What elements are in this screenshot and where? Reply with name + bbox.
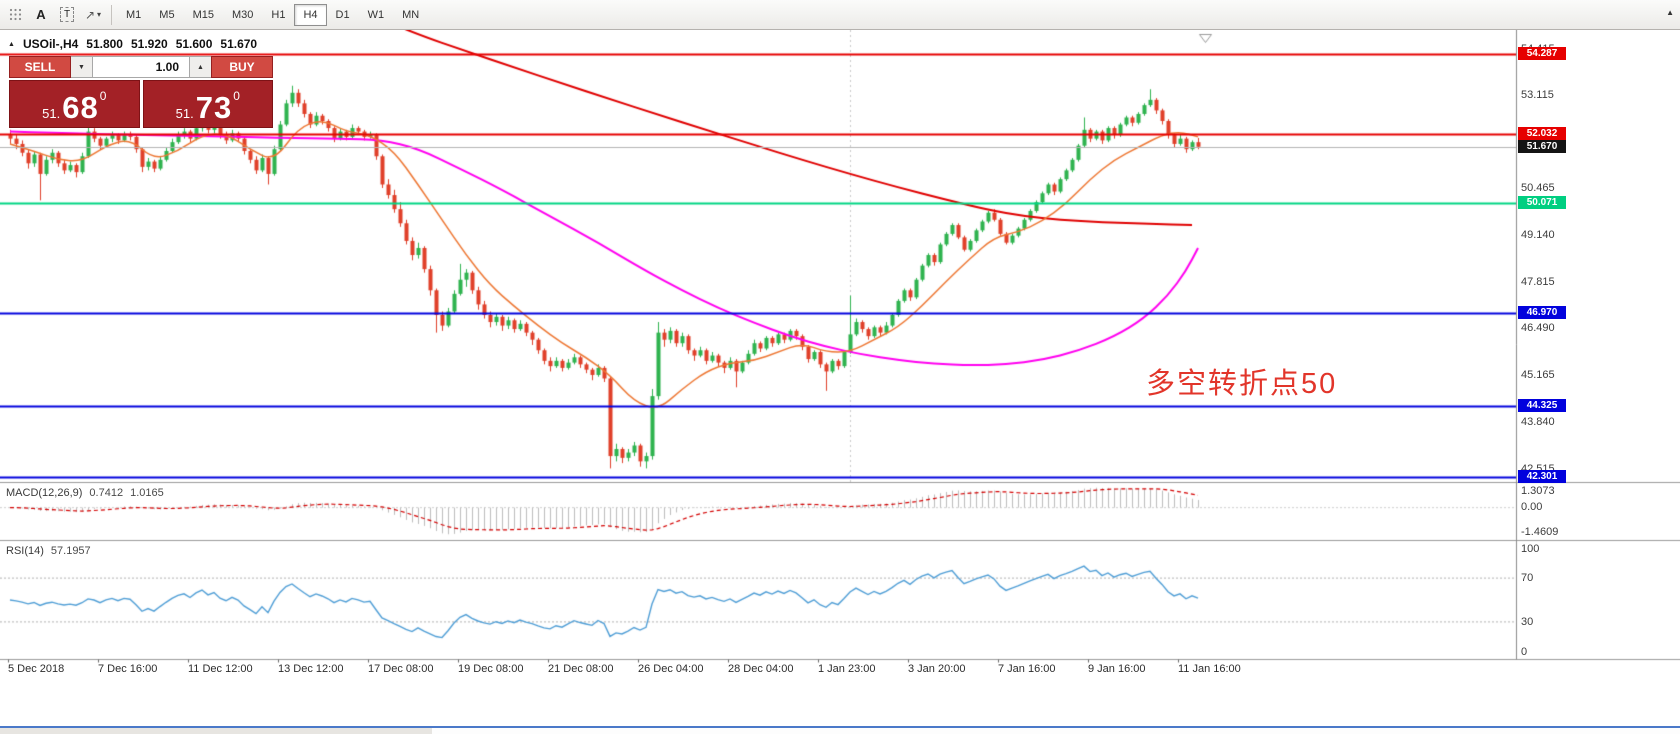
macd-indicator-label: MACD(12,26,9) 0.7412 1.0165	[6, 487, 164, 499]
buy-button[interactable]: BUY	[211, 56, 273, 78]
chevron-down-icon: ▾	[97, 10, 102, 19]
tf-button-MN[interactable]: MN	[402, 8, 420, 21]
tf-button-M5[interactable]: M5	[159, 8, 175, 21]
sell-price-prefix: 51.	[42, 106, 61, 121]
toolbar-overflow-icon[interactable]: ▲	[1666, 8, 1674, 17]
macd-signal-value: 1.0165	[130, 487, 164, 499]
buy-price-sup-digit: 0	[233, 89, 240, 103]
panel-splitter-macd-rsi[interactable]	[0, 538, 1680, 543]
trade-panel-top-row: SELL ▼ ▲ BUY	[9, 56, 273, 78]
timeframe-button-group: M1 M5 M15 M30 H1 H4 D1 W1 MN	[117, 3, 428, 26]
tf-button-D1[interactable]: D1	[335, 8, 350, 21]
tf-button-H4[interactable]: H4	[294, 3, 327, 26]
toolbar-separator	[111, 4, 112, 25]
macd-name: MACD(12,26,9)	[6, 487, 83, 499]
bottom-tab-strip-left	[0, 728, 432, 734]
sell-button[interactable]: SELL	[9, 56, 71, 78]
panel-splitter-rsi-timeaxis[interactable]	[0, 657, 1680, 662]
text-label-tool-button[interactable]: A	[28, 3, 54, 27]
collapse-triangle-icon[interactable]: ▲	[8, 40, 15, 48]
time-axis[interactable]	[0, 660, 1516, 680]
sell-price-button[interactable]: 51. 68 0	[9, 80, 140, 128]
one-click-trade-panel: SELL ▼ ▲ BUY 51. 68 0 51. 73 0	[9, 56, 273, 128]
tf-button-M15[interactable]: M15	[192, 8, 214, 21]
chart-text-annotation: 多空转折点50	[1146, 368, 1338, 400]
shapes-tool-button[interactable]: ↗ ▾	[80, 3, 106, 27]
rsi-name: RSI(14)	[6, 545, 44, 557]
quote-close: 51.670	[220, 37, 258, 51]
tf-button-M1[interactable]: M1	[126, 8, 142, 21]
chart-canvas[interactable]	[0, 30, 1680, 726]
grid-icon	[9, 8, 21, 21]
spinner-up-icon: ▲	[197, 63, 204, 71]
buy-price-prefix: 51.	[175, 106, 194, 121]
bottom-tab-strip[interactable]	[0, 726, 1680, 734]
tf-button-M30[interactable]: M30	[231, 8, 254, 21]
toolbar: A T ↗ ▾ M1 M5 M15 M30 H1 H4 D1 W1 MN ▲	[0, 0, 1680, 30]
volume-decrease-button[interactable]: ▼	[71, 56, 92, 78]
quote-header: ▲ USOil-,H4 51.800 51.920 51.600 51.670	[8, 37, 257, 51]
tf-button-H1[interactable]: H1	[271, 8, 286, 21]
grid-tool-button[interactable]	[2, 3, 28, 27]
tf-button-W1[interactable]: W1	[367, 8, 385, 21]
chart-window: ▲ USOil-,H4 51.800 51.920 51.600 51.670 …	[0, 30, 1680, 726]
buy-price-button[interactable]: 51. 73 0	[142, 80, 273, 128]
macd-main-value: 0.7412	[89, 487, 124, 499]
sell-price-sup-digit: 0	[99, 89, 107, 103]
price-axis[interactable]	[1516, 30, 1680, 660]
spinner-down-icon: ▼	[78, 63, 85, 71]
volume-input[interactable]	[92, 56, 190, 78]
shapes-arrow-icon: ↗	[84, 7, 96, 22]
text-box-icon: T	[59, 7, 75, 22]
buy-price-big-digits: 73	[195, 90, 233, 125]
text-label-icon: A	[36, 7, 46, 22]
sell-price-big-digits: 68	[62, 90, 99, 125]
volume-increase-button[interactable]: ▲	[190, 56, 211, 78]
quote-open: 51.800	[86, 37, 123, 51]
symbol-period-label: USOil-,H4	[22, 37, 79, 51]
rsi-value: 57.1957	[50, 545, 91, 557]
rsi-indicator-label: RSI(14) 57.1957	[6, 545, 91, 557]
quote-high: 51.920	[130, 37, 168, 51]
panel-splitter-main-macd[interactable]	[0, 480, 1680, 485]
trade-panel-price-row: 51. 68 0 51. 73 0	[9, 80, 273, 128]
quote-low: 51.600	[175, 37, 213, 51]
text-box-tool-button[interactable]: T	[54, 3, 80, 27]
